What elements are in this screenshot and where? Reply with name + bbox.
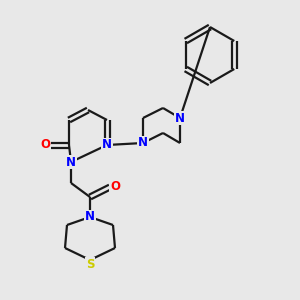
Text: N: N bbox=[138, 136, 148, 149]
Text: O: O bbox=[40, 139, 50, 152]
Text: N: N bbox=[175, 112, 185, 124]
Text: N: N bbox=[85, 211, 95, 224]
Text: S: S bbox=[86, 257, 94, 271]
Text: N: N bbox=[66, 155, 76, 169]
Text: O: O bbox=[110, 181, 120, 194]
Text: N: N bbox=[102, 139, 112, 152]
